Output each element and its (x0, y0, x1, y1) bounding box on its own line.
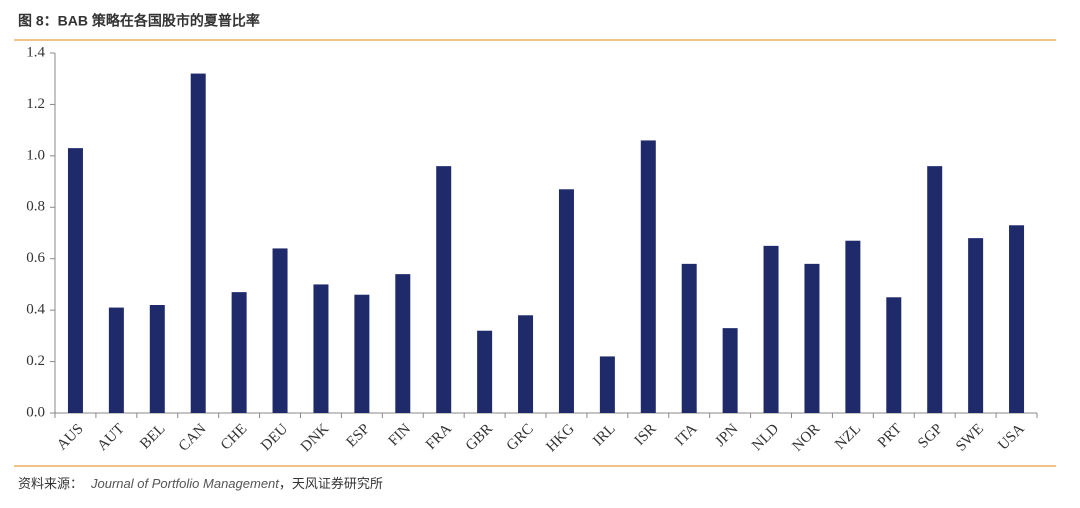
y-tick-label: 1.2 (26, 96, 45, 112)
bar (722, 328, 738, 413)
x-tick-label: NLD (749, 421, 782, 454)
y-tick-label: 1.4 (26, 44, 45, 60)
source-suffix: ，天风证券研究所 (279, 476, 383, 491)
bar (1009, 225, 1025, 413)
y-tick-label: 0.6 (26, 250, 45, 266)
bar (313, 284, 329, 413)
x-tick-label: AUS (54, 421, 87, 454)
bar (149, 305, 165, 413)
bar (108, 307, 124, 413)
bar (558, 189, 574, 413)
y-tick-label: 0.2 (26, 353, 45, 369)
x-tick-label: BEL (137, 421, 168, 452)
x-tick-label: AUT (95, 421, 128, 454)
bar (272, 248, 288, 413)
bar (477, 330, 493, 413)
bar (67, 148, 83, 413)
x-tick-label: DEU (258, 421, 291, 454)
x-tick-label: GRC (504, 421, 537, 454)
x-tick-label: JPN (712, 421, 741, 450)
bar (436, 166, 452, 413)
bar (518, 315, 534, 413)
chart-title: 图 8：BAB 策略在各国股市的夏普比率 (18, 13, 260, 29)
x-tick-label: IRL (590, 421, 618, 449)
bar (354, 294, 370, 413)
x-tick-label: CAN (176, 421, 210, 455)
source-journal: Journal of Portfolio Management (90, 476, 280, 491)
x-tick-label: DNK (298, 421, 332, 455)
x-tick-label: FRA (423, 421, 455, 453)
y-tick-label: 0.0 (26, 404, 45, 420)
bar (845, 240, 861, 413)
x-tick-label: ITA (672, 421, 700, 449)
bar (681, 263, 697, 413)
source-prefix: 资料来源： (18, 476, 83, 491)
bar (599, 356, 615, 413)
x-tick-label: ESP (344, 421, 374, 451)
source: 资料来源： Journal of Portfolio Management，天风证… (18, 476, 383, 491)
bar (395, 274, 411, 413)
y-tick-label: 1.0 (26, 147, 45, 163)
bar (763, 245, 779, 413)
x-tick-label: ISR (632, 421, 660, 449)
y-tick-label: 0.8 (26, 199, 45, 215)
x-tick-label: USA (995, 421, 1028, 454)
bar (927, 166, 943, 413)
y-tick-label: 0.4 (26, 302, 45, 318)
bar (804, 263, 820, 413)
x-tick-label: FIN (386, 421, 415, 450)
x-tick-label: CHE (218, 421, 251, 454)
bar (231, 292, 247, 413)
x-tick-label: HKG (543, 421, 577, 455)
x-tick-label: SGP (915, 421, 946, 452)
bar (968, 238, 984, 413)
bar (886, 297, 902, 413)
bar (640, 140, 656, 413)
x-tick-label: NOR (790, 421, 824, 455)
x-tick-label: SWE (953, 421, 987, 455)
bar (190, 73, 206, 414)
x-tick-label: GBR (463, 421, 496, 454)
x-tick-label: NZL (832, 421, 864, 453)
x-tick-label: PRT (875, 421, 905, 451)
